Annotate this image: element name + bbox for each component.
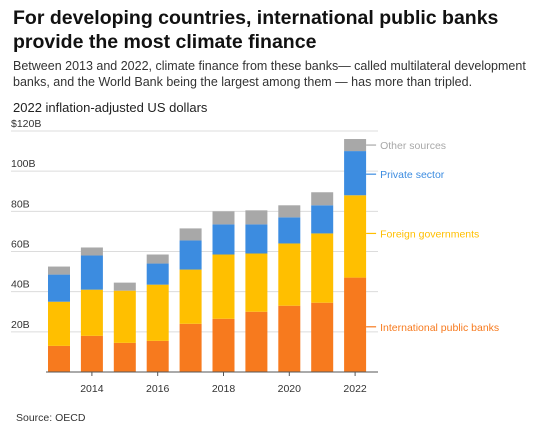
- y-tick-label: 20B: [11, 319, 30, 331]
- y-tick-label: 80B: [11, 198, 30, 210]
- bar-segment: [113, 290, 136, 343]
- bar-segment: [113, 282, 136, 291]
- x-tick-label: 2016: [146, 383, 170, 395]
- bar-segment: [311, 302, 334, 372]
- bar-segment: [146, 340, 169, 372]
- unit-label: 2022 inflation-adjusted US dollars: [13, 100, 208, 115]
- bar-segment: [245, 253, 268, 312]
- bar-segment: [344, 151, 367, 196]
- bar-segment: [344, 195, 367, 278]
- bar-segment: [48, 301, 70, 346]
- y-tick-label: 100B: [11, 158, 36, 170]
- legend-label: Private sector: [380, 169, 445, 181]
- legend-label: Other sources: [380, 140, 446, 152]
- chart-title: For developing countries, international …: [13, 7, 499, 53]
- bar-segment: [80, 335, 103, 372]
- bar-segment: [146, 254, 169, 264]
- bar-segment: [48, 266, 70, 275]
- bar-segment: [80, 289, 103, 336]
- bar-segment: [245, 210, 268, 225]
- bar-segment: [278, 205, 301, 218]
- bar-segment: [48, 345, 70, 372]
- bar-segment: [212, 318, 235, 372]
- bar-segment: [48, 274, 70, 302]
- bar-segment: [278, 217, 301, 244]
- bar-segment: [245, 311, 268, 372]
- bar-segment: [245, 224, 268, 254]
- bar-segment: [344, 139, 367, 152]
- bar-segment: [311, 205, 334, 234]
- bar-segment: [311, 192, 334, 206]
- bar-segment: [179, 269, 202, 324]
- bar-segment: [113, 342, 136, 372]
- bar-segment: [344, 277, 367, 372]
- source-note: Source: OECD: [16, 412, 86, 424]
- x-tick-label: 2022: [343, 383, 367, 395]
- x-tick-label: 2014: [80, 383, 104, 395]
- legend-label: Foreign governments: [380, 228, 479, 240]
- y-tick-label: 40B: [11, 279, 30, 291]
- bar-segment: [179, 323, 202, 372]
- bar-segment: [212, 254, 235, 319]
- bar-segment: [179, 240, 202, 270]
- bar-segment: [311, 233, 334, 303]
- bar-segment: [80, 247, 103, 256]
- y-tick-label: 60B: [11, 239, 30, 251]
- bar-segment: [146, 284, 169, 341]
- chart-subtitle: Between 2013 and 2022, climate finance f…: [13, 59, 526, 89]
- bar-segment: [146, 263, 169, 285]
- bar-segment: [278, 305, 301, 372]
- bar-segment: [278, 243, 301, 306]
- x-tick-label: 2018: [212, 383, 236, 395]
- y-tick-label: $120B: [11, 118, 41, 130]
- bar-segment: [212, 211, 235, 225]
- bar-segment: [212, 224, 235, 255]
- legend-label: International public banks: [380, 322, 499, 334]
- bar-segment: [179, 228, 202, 241]
- x-tick-label: 2020: [278, 383, 302, 395]
- bar-segment: [80, 255, 103, 290]
